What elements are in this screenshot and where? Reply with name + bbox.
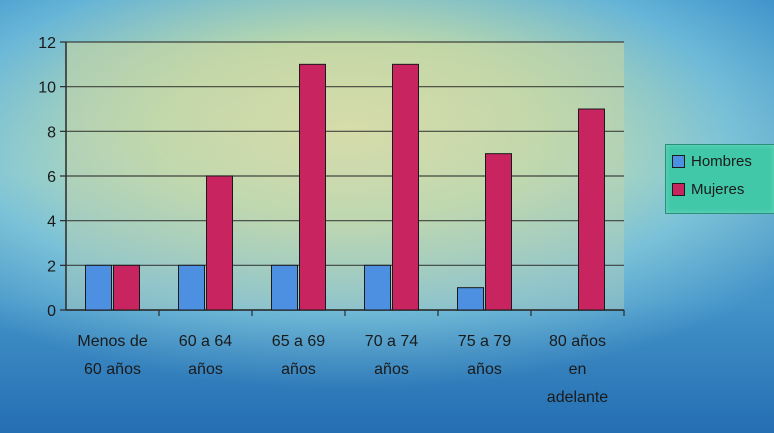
bar-mujeres-3 bbox=[392, 63, 419, 311]
y-tick-label-8: 8 bbox=[47, 124, 56, 141]
x-tick-label-4-0: 75 a 79 bbox=[458, 333, 511, 350]
bar-mujeres-0 bbox=[113, 264, 140, 311]
bar-hombres-0 bbox=[85, 264, 112, 311]
x-tick-label-0-0: Menos de bbox=[77, 333, 147, 350]
legend-label-hombres: Hombres bbox=[691, 153, 752, 170]
x-tick-label-5-0: 80 años bbox=[549, 333, 606, 350]
bar-mujeres-1 bbox=[206, 175, 233, 311]
legend-item-hombres: Hombres bbox=[672, 153, 752, 170]
bar-hombres-1 bbox=[178, 264, 205, 311]
legend-label-mujeres: Mujeres bbox=[691, 181, 745, 198]
y-tick-label-6: 6 bbox=[47, 169, 56, 186]
x-tick-label-2-0: 65 a 69 bbox=[272, 333, 325, 350]
x-tick-label-2-1: años bbox=[281, 361, 316, 378]
bar-mujeres-2 bbox=[299, 63, 326, 311]
bar-mujeres-4 bbox=[485, 153, 512, 311]
y-tick-label-12: 12 bbox=[38, 35, 56, 52]
legend-swatch-hombres bbox=[672, 155, 685, 168]
bar-hombres-2 bbox=[271, 264, 298, 311]
legend-swatch-mujeres bbox=[672, 183, 685, 196]
x-tick-label-4-1: años bbox=[467, 361, 502, 378]
y-tick-label-10: 10 bbox=[38, 80, 56, 97]
y-tick-label-0: 0 bbox=[47, 303, 56, 320]
y-tick-label-2: 2 bbox=[47, 258, 56, 275]
x-tick-label-5-2: adelante bbox=[547, 389, 608, 406]
x-tick-label-0-1: 60 años bbox=[84, 361, 141, 378]
x-tick-label-1-0: 60 a 64 bbox=[179, 333, 232, 350]
x-tick-label-3-0: 70 a 74 bbox=[365, 333, 418, 350]
x-tick-label-1-1: años bbox=[188, 361, 223, 378]
bar-hombres-3 bbox=[364, 264, 391, 311]
y-tick-label-4: 4 bbox=[47, 214, 56, 231]
x-tick-label-5-1: en bbox=[569, 361, 587, 378]
bar-mujeres-5 bbox=[578, 108, 605, 311]
x-tick-label-3-1: años bbox=[374, 361, 409, 378]
bar-hombres-4 bbox=[457, 287, 484, 311]
legend: Hombres Mujeres bbox=[665, 144, 774, 214]
legend-item-mujeres: Mujeres bbox=[672, 181, 744, 198]
